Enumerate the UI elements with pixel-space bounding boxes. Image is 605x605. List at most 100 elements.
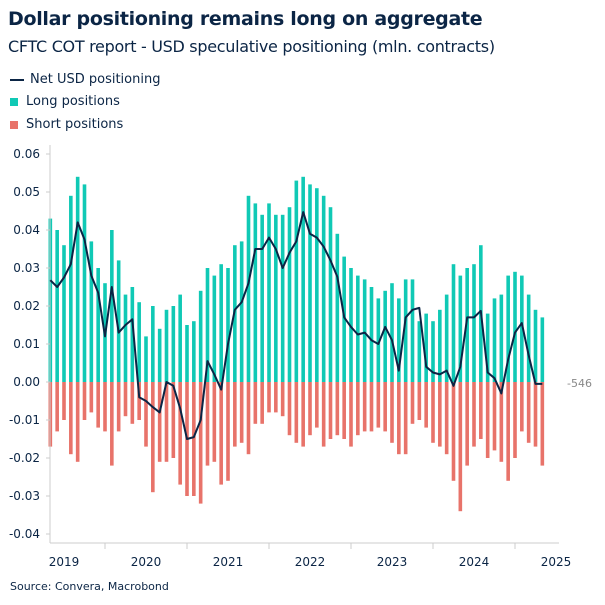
short-bar [198, 382, 203, 504]
long-bar [438, 309, 442, 382]
long-bar [417, 321, 422, 382]
short-bar [383, 382, 387, 432]
long-bar [472, 264, 476, 382]
short-bar [451, 382, 456, 481]
short-bar [438, 382, 442, 447]
long-bar [520, 275, 524, 382]
y-tick-label: 0.04 [13, 223, 40, 237]
legend-item-long: Long positions [10, 94, 120, 109]
long-bar [513, 271, 517, 382]
long-bar [424, 313, 428, 382]
short-bar [349, 382, 353, 447]
y-tick-label: 0.05 [13, 185, 40, 199]
short-bar [137, 382, 141, 420]
short-bar [164, 382, 169, 462]
long-bar [362, 279, 367, 382]
short-bar [130, 382, 135, 424]
long-bar [280, 214, 285, 382]
short-bar [472, 382, 476, 447]
short-bar [62, 382, 66, 420]
y-tick-label: -0.03 [9, 489, 40, 503]
net-positioning-line [49, 211, 543, 440]
long-bar [397, 298, 401, 382]
long-bar [465, 268, 469, 382]
short-bar [533, 382, 538, 447]
short-bar [335, 382, 340, 436]
y-tick-label: -0.04 [9, 527, 40, 541]
short-bar [178, 382, 182, 485]
long-bar [130, 287, 135, 382]
short-bar [362, 382, 367, 432]
short-bar [82, 382, 87, 420]
long-bar [492, 298, 497, 382]
long-bar [458, 275, 463, 382]
x-tick-label: 2022 [295, 555, 326, 569]
long-bar [110, 230, 114, 382]
short-bar [431, 382, 435, 443]
legend-box-swatch [10, 97, 18, 106]
short-bar [246, 382, 251, 455]
short-bar [321, 382, 326, 447]
short-bar [369, 382, 374, 432]
long-bar [533, 309, 538, 382]
short-bar [294, 382, 299, 443]
long-bar [205, 268, 210, 382]
last-value-label: -546 [567, 377, 592, 390]
long-bar [96, 268, 100, 382]
short-bar [376, 382, 381, 428]
short-bar [513, 382, 517, 458]
short-bar [267, 382, 271, 413]
short-bar [226, 382, 230, 481]
long-bar [274, 214, 278, 382]
long-bar [253, 203, 258, 382]
legend-item-net: Net USD positioning [10, 72, 160, 87]
short-bar [233, 382, 237, 447]
long-bar [171, 306, 176, 382]
long-bar [192, 321, 196, 382]
long-bar [403, 279, 408, 382]
short-bar [103, 382, 107, 432]
x-tick-label: 2024 [459, 555, 490, 569]
short-bar [219, 382, 223, 485]
short-bar [417, 382, 422, 420]
short-bar [458, 382, 463, 512]
legend-label: Short positions [26, 117, 124, 132]
long-bar [151, 306, 155, 382]
x-tick-label: 2025 [541, 555, 572, 569]
short-bar [540, 382, 545, 466]
short-bar [526, 382, 531, 443]
short-bar [239, 382, 244, 443]
long-bar [260, 214, 264, 382]
short-bar [506, 382, 510, 481]
legend-box-swatch [10, 120, 18, 129]
short-bar [485, 382, 490, 458]
short-bar [397, 382, 401, 455]
long-bar [540, 317, 545, 382]
long-bar [55, 230, 59, 382]
short-bar [110, 382, 114, 466]
short-bar [205, 382, 210, 466]
long-bar [321, 195, 326, 382]
chart-subtitle: CFTC COT report - USD speculative positi… [8, 37, 495, 56]
source-note: Source: Convera, Macrobond [10, 580, 169, 593]
long-bar [287, 207, 292, 382]
long-bar [444, 294, 449, 382]
long-bar [246, 195, 251, 382]
short-bar [492, 382, 497, 451]
short-bar [157, 382, 162, 462]
long-bar [506, 275, 510, 382]
short-bar [123, 382, 128, 417]
long-bar [137, 302, 141, 382]
y-tick-label: 0.06 [13, 147, 40, 161]
long-bar [335, 233, 340, 382]
short-bar [479, 382, 483, 439]
long-bar [116, 260, 121, 382]
long-bar [144, 336, 148, 382]
short-bar [280, 382, 285, 417]
y-tick-label: 0.01 [13, 337, 40, 351]
y-tick-label: -0.01 [9, 413, 40, 427]
long-bar [89, 241, 94, 382]
long-bar [410, 279, 415, 382]
x-tick-label: 2021 [213, 555, 244, 569]
